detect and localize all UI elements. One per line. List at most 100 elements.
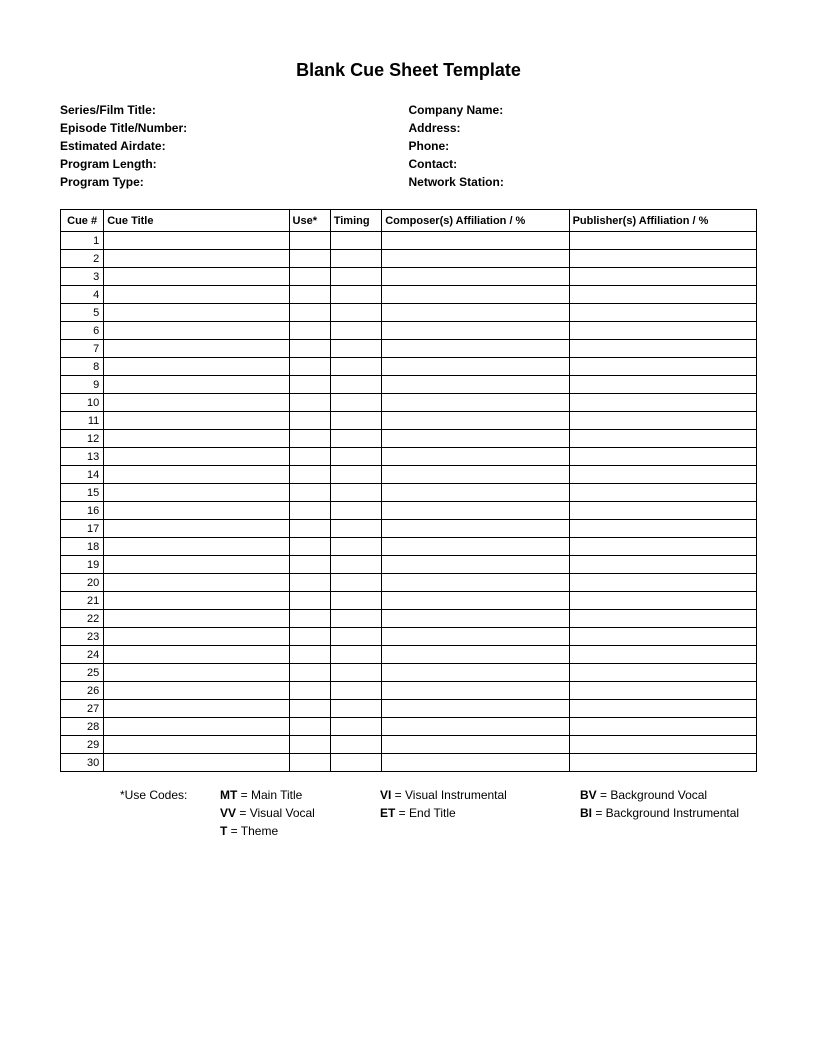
code-item: VV = Visual Vocal xyxy=(220,804,380,822)
table-cell: 2 xyxy=(61,250,104,268)
table-cell: 14 xyxy=(61,466,104,484)
table-row: 21 xyxy=(61,592,757,610)
page-title: Blank Cue Sheet Template xyxy=(60,60,757,81)
table-cell xyxy=(569,502,756,520)
table-cell xyxy=(289,358,330,376)
table-cell xyxy=(104,304,289,322)
code-item: BI = Background Instrumental xyxy=(580,804,739,822)
table-cell xyxy=(330,412,381,430)
code-item: ET = End Title xyxy=(380,804,580,822)
table-cell: 11 xyxy=(61,412,104,430)
table-cell xyxy=(104,250,289,268)
table-cell: 8 xyxy=(61,358,104,376)
table-cell xyxy=(382,628,569,646)
table-cell xyxy=(330,340,381,358)
table-cell xyxy=(569,250,756,268)
table-row: 17 xyxy=(61,520,757,538)
table-cell xyxy=(382,412,569,430)
table-row: 15 xyxy=(61,484,757,502)
table-cell: 20 xyxy=(61,574,104,592)
table-cell xyxy=(382,502,569,520)
table-row: 3 xyxy=(61,268,757,286)
table-cell xyxy=(289,466,330,484)
code-abbrev: T xyxy=(220,824,227,838)
table-cell xyxy=(569,322,756,340)
table-cell xyxy=(330,538,381,556)
table-row: 23 xyxy=(61,628,757,646)
table-cell xyxy=(382,304,569,322)
table-cell xyxy=(382,718,569,736)
table-cell xyxy=(569,718,756,736)
table-row: 22 xyxy=(61,610,757,628)
table-cell xyxy=(330,700,381,718)
table-cell xyxy=(569,430,756,448)
meta-estimated-airdate: Estimated Airdate: xyxy=(60,137,409,155)
table-cell xyxy=(104,466,289,484)
meta-right-column: Company Name: Address: Phone: Contact: N… xyxy=(409,101,758,191)
table-cell xyxy=(104,232,289,250)
table-cell xyxy=(382,520,569,538)
table-row: 27 xyxy=(61,700,757,718)
table-cell xyxy=(104,340,289,358)
table-cell: 24 xyxy=(61,646,104,664)
table-cell: 25 xyxy=(61,664,104,682)
table-cell: 1 xyxy=(61,232,104,250)
table-cell: 13 xyxy=(61,448,104,466)
meta-section: Series/Film Title: Episode Title/Number:… xyxy=(60,101,757,191)
table-row: 2 xyxy=(61,250,757,268)
table-cell xyxy=(104,628,289,646)
table-cell xyxy=(104,520,289,538)
table-cell xyxy=(104,430,289,448)
table-cell xyxy=(569,412,756,430)
table-cell xyxy=(569,394,756,412)
table-row: 11 xyxy=(61,412,757,430)
table-header-cell: Composer(s) Affiliation / % xyxy=(382,210,569,232)
table-cell xyxy=(382,754,569,772)
table-row: 1 xyxy=(61,232,757,250)
table-cell xyxy=(382,664,569,682)
table-cell xyxy=(569,340,756,358)
table-cell xyxy=(330,574,381,592)
table-cell xyxy=(289,664,330,682)
table-cell xyxy=(382,700,569,718)
cue-sheet-page: Blank Cue Sheet Template Series/Film Tit… xyxy=(0,0,817,880)
table-cell xyxy=(104,574,289,592)
meta-left-column: Series/Film Title: Episode Title/Number:… xyxy=(60,101,409,191)
table-cell: 29 xyxy=(61,736,104,754)
table-cell xyxy=(289,736,330,754)
table-cell xyxy=(569,628,756,646)
table-cell xyxy=(289,682,330,700)
table-cell xyxy=(330,250,381,268)
table-row: 19 xyxy=(61,556,757,574)
table-row: 10 xyxy=(61,394,757,412)
table-cell xyxy=(569,484,756,502)
meta-program-length: Program Length: xyxy=(60,155,409,173)
table-cell xyxy=(382,340,569,358)
table-row: 24 xyxy=(61,646,757,664)
table-cell xyxy=(289,754,330,772)
table-cell xyxy=(104,646,289,664)
table-cell xyxy=(382,358,569,376)
table-cell xyxy=(382,484,569,502)
table-cell xyxy=(569,574,756,592)
table-cell xyxy=(104,376,289,394)
table-row: 29 xyxy=(61,736,757,754)
table-cell xyxy=(330,322,381,340)
table-cell xyxy=(330,430,381,448)
table-cell: 12 xyxy=(61,430,104,448)
code-item: VI = Visual Instrumental xyxy=(380,786,580,804)
table-row: 8 xyxy=(61,358,757,376)
table-cell xyxy=(330,502,381,520)
table-cell xyxy=(382,592,569,610)
table-cell xyxy=(569,700,756,718)
table-cell xyxy=(104,592,289,610)
table-cell xyxy=(330,304,381,322)
table-cell xyxy=(382,268,569,286)
table-cell xyxy=(289,412,330,430)
table-cell xyxy=(289,484,330,502)
meta-episode-title: Episode Title/Number: xyxy=(60,119,409,137)
table-cell xyxy=(382,448,569,466)
table-header-cell: Cue Title xyxy=(104,210,289,232)
table-cell xyxy=(569,232,756,250)
table-cell xyxy=(104,610,289,628)
